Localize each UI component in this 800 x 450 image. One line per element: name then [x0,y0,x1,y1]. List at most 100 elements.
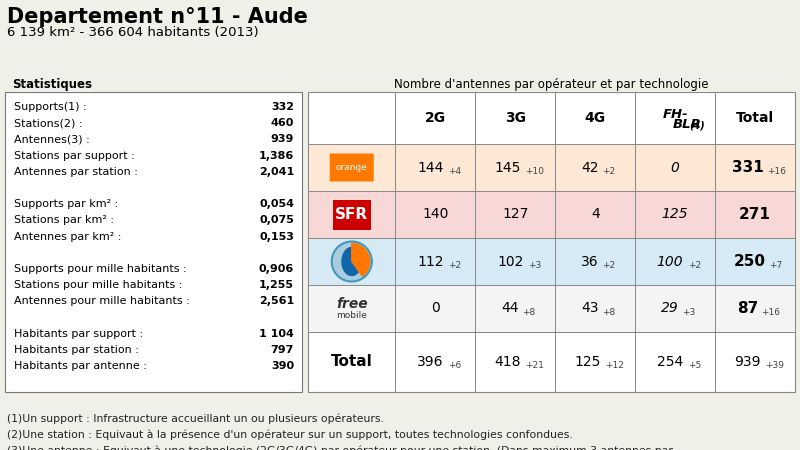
Text: 331: 331 [732,160,763,175]
Text: Habitants par support :: Habitants par support : [14,329,143,339]
Text: 396: 396 [417,355,444,369]
FancyBboxPatch shape [333,199,370,230]
Text: 44: 44 [502,302,519,315]
Text: 144: 144 [418,161,444,175]
Text: Antennes par station :: Antennes par station : [14,167,138,177]
Text: 125: 125 [574,355,601,369]
Bar [308,285,795,332]
Text: 43: 43 [582,302,599,315]
Text: +12: +12 [606,361,624,370]
Text: +5: +5 [688,361,701,370]
Text: 3G: 3G [505,111,526,125]
Text: Stations(2) :: Stations(2) : [14,118,82,128]
Text: mobile: mobile [336,311,367,320]
Text: 2,041: 2,041 [258,167,294,177]
Text: Habitants par station :: Habitants par station : [14,345,139,355]
Text: Total: Total [736,111,774,125]
Text: 4G: 4G [585,111,606,125]
Text: +3: +3 [528,261,541,270]
Text: Antennes pour mille habitants :: Antennes pour mille habitants : [14,297,190,306]
Text: 0: 0 [670,161,679,175]
Text: Supports par km² :: Supports par km² : [14,199,118,209]
Text: 100: 100 [657,255,683,269]
Text: 939: 939 [270,135,294,144]
Text: (2)Une station : Equivaut à la présence d'un opérateur sur un support, toutes te: (2)Une station : Equivaut à la présence … [7,430,573,441]
Text: 418: 418 [494,355,521,369]
Text: 87: 87 [737,301,758,316]
Text: Statistiques: Statistiques [12,78,92,91]
Bar [308,238,795,285]
Text: 271: 271 [739,207,771,222]
Text: 140: 140 [422,207,449,221]
Text: orange: orange [336,163,368,172]
Polygon shape [332,242,372,282]
Text: +2: +2 [688,261,701,270]
Text: +10: +10 [526,167,544,176]
Text: 250: 250 [734,254,766,269]
Text: Total: Total [331,355,373,369]
Text: +2: +2 [602,261,615,270]
Text: +39: +39 [765,361,784,370]
Text: free: free [336,297,367,311]
Text: +8: +8 [602,308,615,317]
Text: 939: 939 [734,355,761,369]
Text: (4): (4) [689,120,705,130]
Text: 390: 390 [271,361,294,371]
Text: +2: +2 [448,261,461,270]
Text: Stations par km² :: Stations par km² : [14,216,114,225]
Text: Supports pour mille habitants :: Supports pour mille habitants : [14,264,186,274]
Text: 0,153: 0,153 [259,232,294,242]
Text: 0: 0 [431,302,440,315]
Text: Antennes par km² :: Antennes par km² : [14,232,122,242]
Text: 0,054: 0,054 [259,199,294,209]
Text: +16: +16 [761,308,780,317]
Text: 1,255: 1,255 [259,280,294,290]
Text: 254: 254 [657,355,683,369]
Text: 6 139 km² - 366 604 habitants (2013): 6 139 km² - 366 604 habitants (2013) [7,26,258,39]
Text: 2G: 2G [425,111,446,125]
FancyBboxPatch shape [330,153,374,181]
Text: 2,561: 2,561 [258,297,294,306]
Text: Departement n°11 - Aude: Departement n°11 - Aude [7,7,308,27]
Polygon shape [352,243,370,276]
Text: +16: +16 [766,167,786,176]
Text: 0,906: 0,906 [258,264,294,274]
Text: 1 104: 1 104 [259,329,294,339]
Polygon shape [342,248,362,275]
Text: 102: 102 [497,255,523,269]
Text: BLR: BLR [673,118,702,131]
Bar [308,92,795,392]
Text: 29: 29 [662,302,679,315]
Text: (1)Un support : Infrastructure accueillant un ou plusieurs opérateurs.: (1)Un support : Infrastructure accueilla… [7,414,384,424]
Text: FH-: FH- [662,108,688,121]
Text: (3)Une antenne : Equivaut à une technologie (2G/3G/4G) par opérateur pour une st: (3)Une antenne : Equivaut à une technolo… [7,446,673,450]
Text: +8: +8 [522,308,535,317]
Text: 332: 332 [271,102,294,112]
Text: 4: 4 [591,207,600,221]
Bar [308,144,795,191]
Text: Stations par support :: Stations par support : [14,151,134,161]
Text: 460: 460 [270,118,294,128]
Text: 112: 112 [417,255,444,269]
Text: +21: +21 [526,361,544,370]
Text: 127: 127 [502,207,529,221]
Text: 1,386: 1,386 [258,151,294,161]
Text: +3: +3 [682,308,695,317]
Text: +4: +4 [448,167,461,176]
Text: +7: +7 [769,261,782,270]
Bar [5,92,302,392]
Text: +6: +6 [448,361,461,370]
Text: Supports(1) :: Supports(1) : [14,102,86,112]
Text: 36: 36 [582,255,599,269]
Text: Nombre d'antennes par opérateur et par technologie: Nombre d'antennes par opérateur et par t… [394,78,709,91]
Text: +2: +2 [602,167,615,176]
Bar [308,191,795,238]
Text: SFR: SFR [335,207,368,222]
Text: Habitants par antenne :: Habitants par antenne : [14,361,147,371]
Text: Antennes(3) :: Antennes(3) : [14,135,90,144]
Text: 145: 145 [494,161,521,175]
Text: 797: 797 [270,345,294,355]
Text: 0,075: 0,075 [259,216,294,225]
Text: Stations pour mille habitants :: Stations pour mille habitants : [14,280,182,290]
Text: 42: 42 [582,161,599,175]
